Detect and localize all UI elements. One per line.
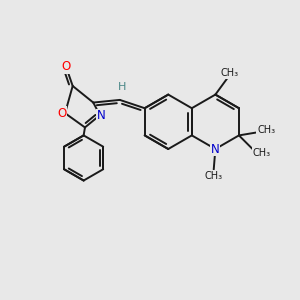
Text: N: N [211, 142, 220, 155]
Text: O: O [61, 60, 71, 73]
Text: CH₃: CH₃ [252, 148, 271, 158]
Text: CH₃: CH₃ [220, 68, 238, 78]
Text: CH₃: CH₃ [205, 170, 223, 181]
Text: O: O [57, 107, 66, 120]
Text: N: N [97, 109, 106, 122]
Text: CH₃: CH₃ [257, 125, 275, 135]
Text: H: H [118, 82, 127, 92]
